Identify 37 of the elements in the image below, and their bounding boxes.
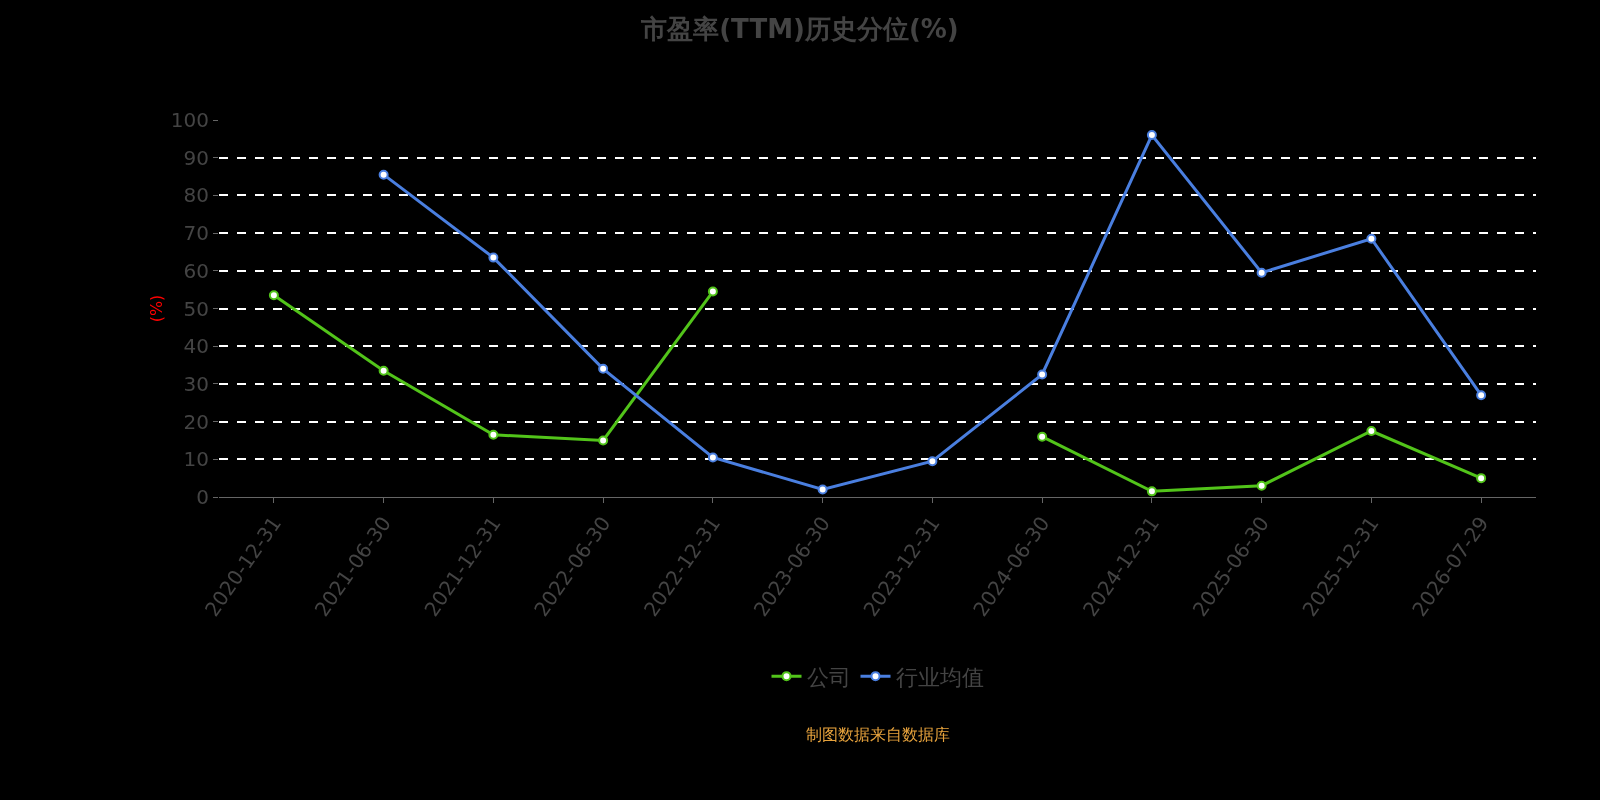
point bbox=[1037, 431, 1048, 442]
point bbox=[488, 252, 499, 263]
legend-label: 公司 bbox=[806, 664, 851, 690]
y-tick-label: 60 bbox=[183, 258, 209, 283]
point bbox=[378, 169, 389, 180]
point bbox=[488, 429, 499, 440]
point bbox=[1256, 267, 1267, 278]
point bbox=[1146, 486, 1157, 497]
y-tick-label: 0 bbox=[196, 485, 209, 509]
point bbox=[598, 435, 609, 446]
y-tick-label: 70 bbox=[183, 221, 209, 246]
y-tick-label: 30 bbox=[183, 371, 209, 396]
point bbox=[927, 456, 938, 467]
y-tick-label: 90 bbox=[183, 145, 209, 170]
point bbox=[1146, 130, 1157, 141]
point bbox=[1476, 473, 1487, 484]
point bbox=[268, 290, 279, 301]
text: 制图数据来自数据库 bbox=[806, 725, 950, 744]
point bbox=[1366, 426, 1377, 437]
chart-title: 市盈率(TTM)历史分位(%) bbox=[640, 14, 959, 45]
y-tick-label: 80 bbox=[183, 183, 209, 208]
y-axis-title: (%) bbox=[146, 294, 166, 323]
y-tick-label: 10 bbox=[183, 447, 209, 472]
point bbox=[598, 363, 609, 374]
point bbox=[1037, 369, 1048, 380]
point bbox=[1366, 233, 1377, 244]
point bbox=[817, 484, 828, 495]
point bbox=[1256, 480, 1267, 491]
y-tick-label: 20 bbox=[183, 409, 209, 434]
legend-label: 行业均值 bbox=[895, 664, 984, 690]
point bbox=[707, 452, 718, 463]
point bbox=[707, 286, 718, 297]
point bbox=[378, 365, 389, 376]
y-tick-label: 100 bbox=[170, 108, 209, 132]
y-tick-label: 50 bbox=[183, 296, 209, 321]
point bbox=[1476, 390, 1487, 401]
y-tick-label: 40 bbox=[183, 334, 209, 359]
